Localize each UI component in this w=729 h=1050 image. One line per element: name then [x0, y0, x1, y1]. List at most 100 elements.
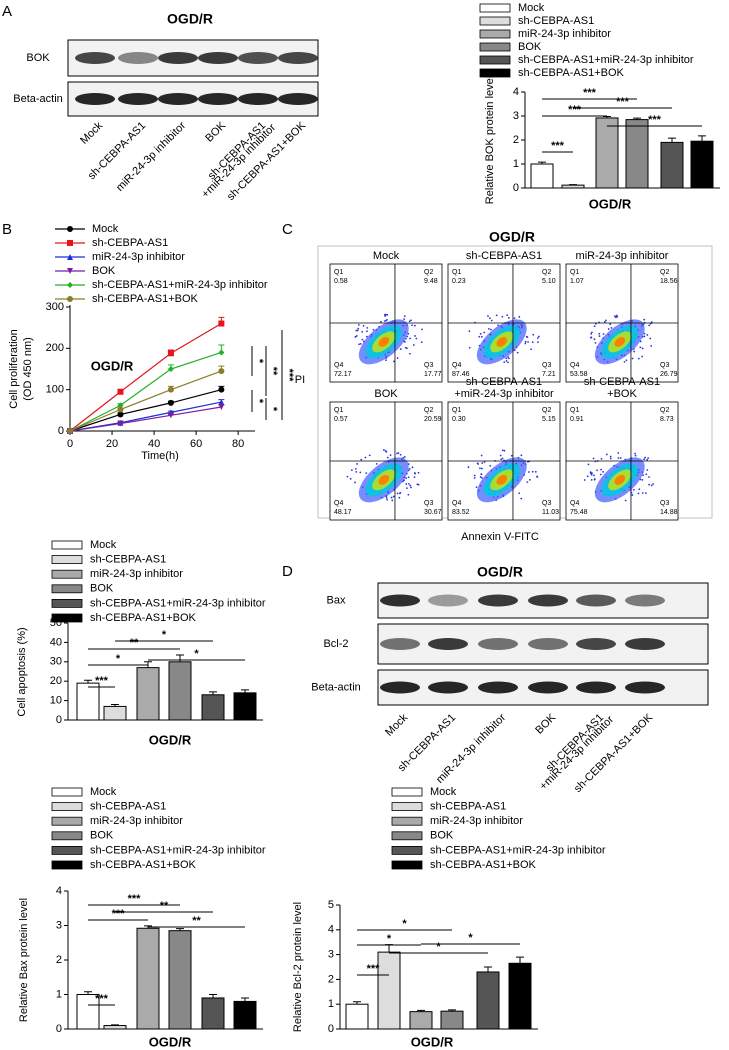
- quadrant-name: Q2: [542, 407, 551, 414]
- flow-plot-label: sh-CEBPA-AS1: [466, 250, 542, 262]
- flow-dot: [632, 488, 635, 491]
- flow-dot: [403, 315, 406, 318]
- y-tick-label: 2: [56, 954, 62, 966]
- flow-dot: [479, 476, 482, 478]
- legend-label: sh-CEBPA-AS1+miR-24-3p inhibitor: [430, 844, 606, 856]
- flow-dot: [587, 463, 590, 466]
- flow-dot: [589, 336, 592, 339]
- flow-dot: [408, 468, 411, 470]
- flow-dot: [399, 453, 402, 456]
- flow-dot: [531, 470, 534, 473]
- flow-dot: [648, 483, 650, 486]
- bar: [530, 163, 554, 189]
- legend-label: BOK: [518, 41, 542, 53]
- flow-dot: [475, 486, 478, 489]
- flow-dot: [389, 454, 392, 457]
- flow-dot: [505, 360, 508, 362]
- flow-dot: [510, 454, 513, 457]
- flow-dot: [518, 315, 521, 318]
- blot-band: [238, 52, 278, 64]
- blot-row-label: Beta-actin: [311, 681, 361, 693]
- flow-dot: [528, 478, 531, 481]
- legend-label: Mock: [90, 786, 117, 798]
- flow-dot: [386, 498, 389, 501]
- quadrant-name: Q3: [660, 500, 669, 507]
- flow-dot: [536, 337, 539, 339]
- flow-dot: [349, 477, 352, 480]
- flow-dot: [648, 476, 650, 478]
- quadrant-name: Q3: [660, 362, 669, 369]
- marker: [67, 240, 73, 246]
- legend-label: BOK: [92, 265, 116, 277]
- bar: [168, 930, 192, 1030]
- flow-dot: [536, 475, 538, 478]
- bar: [201, 694, 225, 721]
- flow-dot: [617, 452, 620, 454]
- legend-label: sh-CEBPA-AS1: [90, 554, 166, 566]
- blot-band: [380, 638, 420, 650]
- quadrant-name: Q4: [570, 500, 579, 507]
- series-line: [69, 406, 222, 432]
- flow-dot: [490, 319, 493, 322]
- y-tick-label: 1: [56, 988, 62, 1000]
- bar: [136, 667, 160, 721]
- flow-dot: [479, 332, 482, 335]
- blot-band: [380, 594, 420, 607]
- flow-dot: [407, 482, 410, 485]
- flow-dot: [637, 492, 640, 495]
- y-axis-label: Relative BOK protein level: [484, 76, 496, 204]
- legend-swatch: [479, 3, 511, 13]
- flow-dot: [385, 496, 388, 499]
- flow-dot: [624, 499, 627, 502]
- flow-dot: [406, 347, 408, 350]
- x-axis-label: OGD/R: [411, 1034, 454, 1049]
- flow-dot: [368, 454, 371, 457]
- flow-dot: [609, 323, 612, 326]
- bar: [561, 184, 585, 189]
- significance-label: ***: [551, 140, 565, 152]
- bar: [409, 1011, 433, 1030]
- significance-label: **: [267, 367, 279, 376]
- y-tick-label: 2: [513, 134, 519, 146]
- flow-dot: [405, 477, 408, 479]
- y-axis-label: Relative Bax protein level: [18, 898, 30, 1022]
- bar: [103, 705, 127, 721]
- flow-dot: [625, 359, 628, 362]
- x-tick-label: 0: [67, 438, 73, 450]
- significance-label: *: [116, 653, 121, 665]
- flow-dot: [390, 496, 393, 499]
- blot-row-label: Beta-actin: [13, 93, 63, 105]
- flow-dot: [641, 492, 644, 494]
- quadrant-value: 7.21: [542, 371, 556, 378]
- flow-dot: [643, 332, 646, 335]
- legend-label: BOK: [430, 830, 454, 842]
- flow-dot: [361, 338, 364, 341]
- flow-dot: [360, 458, 363, 461]
- legend-label: sh-CEBPA-AS1+miR-24-3p inhibitor: [90, 844, 266, 856]
- significance-label: *: [402, 918, 407, 930]
- blot-band: [576, 594, 616, 607]
- blot-row-label: Bcl-2: [323, 638, 348, 650]
- y-tick-label: 5: [328, 899, 334, 911]
- flow-dot: [415, 337, 418, 340]
- y-tick-label: 300: [46, 301, 64, 313]
- quadrant-name: Q4: [570, 362, 579, 369]
- flow-dot: [507, 361, 509, 364]
- bar: [345, 1003, 369, 1030]
- y-tick-label: 3: [513, 110, 519, 122]
- flow-dot: [613, 315, 616, 317]
- significance-label: **: [192, 915, 201, 927]
- quadrant-name: Q1: [334, 269, 343, 276]
- bar: [595, 117, 619, 189]
- flow-dot: [513, 317, 516, 320]
- blot-band: [75, 93, 115, 105]
- flow-dot: [525, 335, 528, 338]
- flow-dot: [633, 350, 636, 353]
- legend-label: sh-CEBPA-AS1: [92, 237, 168, 249]
- legend-swatch: [51, 846, 83, 855]
- bar: [76, 682, 100, 721]
- legend-label: sh-CEBPA-AS1+miR-24-3p inhibitor: [92, 279, 268, 291]
- flow-dot: [354, 336, 357, 338]
- quadrant-value: 72.17: [334, 371, 352, 378]
- significance-label: *: [387, 933, 392, 945]
